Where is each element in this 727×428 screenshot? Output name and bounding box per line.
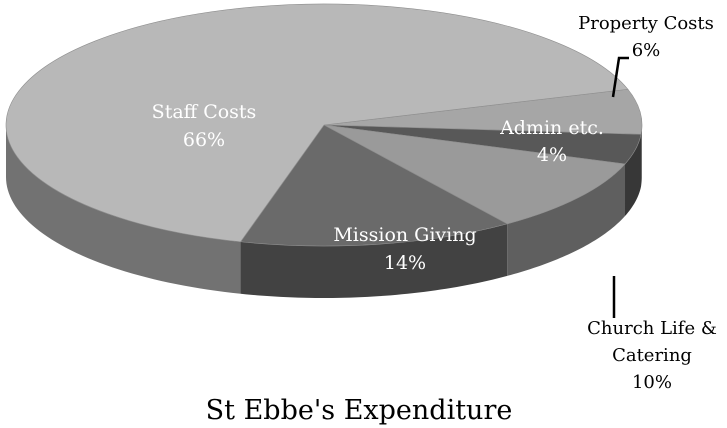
leader-line-property-costs xyxy=(611,56,629,98)
pie-side-admin-etc xyxy=(625,134,642,217)
label-mission-giving-value: 14% xyxy=(384,252,426,274)
label-church-life-name-line2: Catering xyxy=(612,345,692,366)
label-church-life-value: 10% xyxy=(632,372,672,393)
leader-lines xyxy=(611,56,629,318)
pie-slice-property-costs xyxy=(323,88,643,135)
pie-slice-mission-giving xyxy=(240,124,509,247)
pie-slices xyxy=(5,3,643,247)
pie-slice-staff-costs xyxy=(5,3,629,243)
label-staff-costs-name: Staff Costs xyxy=(152,101,257,123)
pie-side-property-costs xyxy=(641,125,642,187)
label-admin-name: Admin etc. xyxy=(499,117,604,139)
pie-side-staff-costs xyxy=(6,125,241,294)
pie-slice-church-life-catering xyxy=(323,124,626,225)
pie-side-mission-giving xyxy=(240,223,508,298)
label-property-costs-name: Property Costs xyxy=(578,13,714,34)
label-staff-costs-value: 66% xyxy=(183,129,225,151)
pie-sides xyxy=(6,125,642,298)
label-mission-giving-name: Mission Giving xyxy=(333,224,476,246)
label-admin-value: 4% xyxy=(537,144,567,166)
pie-side-church-life-catering xyxy=(507,164,626,276)
label-church-life-name-line1: Church Life & xyxy=(587,318,717,339)
chart-title: St Ebbe's Expenditure xyxy=(206,395,513,426)
label-property-costs-value: 6% xyxy=(632,40,661,61)
